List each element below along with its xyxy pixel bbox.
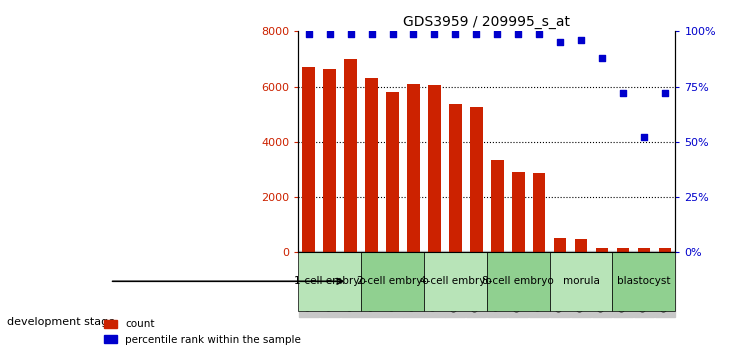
Point (659, 90, 671, 96)
FancyBboxPatch shape (361, 252, 424, 311)
Point (471, 31, 482, 36)
Point (387, 31, 398, 36)
Point (366, 31, 377, 36)
Point (534, 31, 545, 36)
Bar (659, 248, 671, 252)
Bar (470, 107, 482, 252)
Point (617, 90, 629, 96)
Title: GDS3959 / 209995_s_at: GDS3959 / 209995_s_at (404, 15, 570, 29)
FancyBboxPatch shape (424, 252, 487, 311)
Point (575, 38, 587, 43)
FancyBboxPatch shape (487, 252, 550, 311)
Point (491, 31, 503, 36)
Text: development stage: development stage (7, 317, 115, 327)
Point (345, 31, 357, 36)
Bar (303, 67, 315, 252)
Bar (449, 104, 462, 252)
Point (303, 31, 314, 36)
Text: 1-cell embryo: 1-cell embryo (294, 276, 366, 286)
Text: 8-cell embryo: 8-cell embryo (482, 276, 554, 286)
Bar (491, 160, 504, 252)
FancyBboxPatch shape (298, 252, 361, 311)
Bar (637, 248, 650, 252)
Bar (323, 69, 336, 252)
Legend: count, percentile rank within the sample: count, percentile rank within the sample (100, 315, 306, 349)
Bar (533, 173, 545, 252)
Bar (366, 78, 378, 252)
Bar (386, 92, 399, 252)
FancyBboxPatch shape (550, 252, 613, 311)
Text: blastocyst: blastocyst (617, 276, 670, 286)
Bar (407, 84, 420, 252)
Bar (575, 240, 588, 252)
Text: morula: morula (563, 276, 599, 286)
Point (408, 31, 420, 36)
FancyBboxPatch shape (613, 252, 675, 311)
Bar (428, 85, 441, 252)
Point (638, 135, 650, 140)
Point (596, 55, 608, 61)
Point (554, 40, 566, 45)
Text: 4-cell embryo: 4-cell embryo (420, 276, 491, 286)
Point (450, 31, 461, 36)
Bar (554, 238, 567, 252)
Bar (596, 248, 608, 252)
Bar (617, 248, 629, 252)
Bar (512, 172, 525, 252)
Bar (344, 59, 357, 252)
Point (512, 31, 524, 36)
Point (324, 31, 336, 36)
Text: 2-cell embryo: 2-cell embryo (357, 276, 428, 286)
Point (428, 31, 440, 36)
